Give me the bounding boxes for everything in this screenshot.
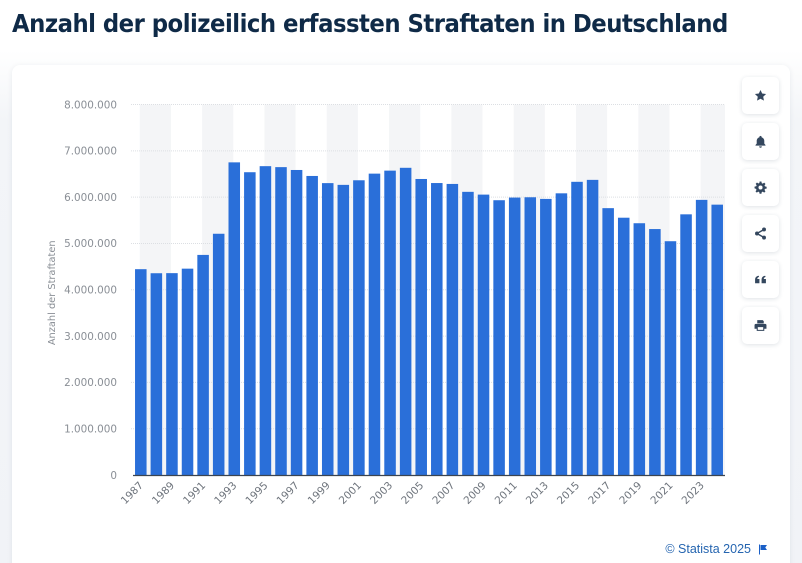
y-tick-label: 3.000.000 — [64, 331, 117, 343]
x-tick-label: 2015 — [555, 480, 582, 507]
bar-2002[interactable] — [368, 173, 381, 475]
bar-1999[interactable] — [321, 183, 334, 475]
flag-icon[interactable] — [758, 544, 768, 555]
x-tick-label: 1995 — [243, 480, 270, 507]
quote-icon — [755, 275, 766, 284]
bar-2015[interactable] — [571, 181, 583, 475]
bar-1992[interactable] — [212, 233, 225, 475]
x-tick-label: 2017 — [586, 480, 613, 507]
bar-2016[interactable] — [586, 179, 599, 475]
notification-button[interactable] — [742, 123, 779, 160]
bar-2006[interactable] — [431, 183, 443, 476]
bars — [135, 162, 723, 476]
bar-2020[interactable] — [649, 229, 661, 475]
bar-1996[interactable] — [275, 167, 287, 475]
bar-2023[interactable] — [695, 199, 708, 475]
page-title: Anzahl der polizeilich erfassten Strafta… — [12, 9, 728, 38]
bar-2019[interactable] — [633, 223, 646, 475]
bar-2000[interactable] — [337, 184, 350, 475]
x-tick-label: 1987 — [119, 480, 146, 507]
gear-icon — [754, 181, 767, 194]
y-tick-label: 4.000.000 — [64, 285, 117, 297]
y-tick-label: 5.000.000 — [64, 238, 117, 250]
bar-1997[interactable] — [290, 169, 303, 476]
share-icon — [755, 227, 766, 240]
print-icon — [754, 320, 767, 331]
y-tick-label: 6.000.000 — [64, 192, 117, 204]
bar-2022[interactable] — [680, 214, 692, 475]
bar-1993[interactable] — [228, 162, 241, 476]
x-tick-label: 2011 — [493, 480, 520, 507]
x-tick-label: 2003 — [368, 480, 395, 507]
bar-2005[interactable] — [415, 178, 427, 476]
y-tick-label: 0 — [110, 470, 117, 482]
bar-1998[interactable] — [306, 175, 318, 475]
copyright-link[interactable]: © Statista 2025 — [665, 542, 751, 556]
bar-2001[interactable] — [353, 180, 365, 475]
bar-1995[interactable] — [259, 166, 272, 475]
footer: © Statista 2025 — [665, 542, 768, 556]
bar-1991[interactable] — [197, 254, 209, 475]
y-tick-label: 2.000.000 — [64, 377, 117, 389]
share-button[interactable] — [742, 215, 779, 252]
bar-2013[interactable] — [540, 198, 552, 475]
cite-button[interactable] — [742, 261, 779, 298]
settings-button[interactable] — [742, 169, 779, 206]
x-tick-label: 1999 — [306, 480, 333, 507]
bar-2021[interactable] — [664, 241, 677, 475]
x-tick-label: 2013 — [524, 480, 551, 507]
x-tick-label: 2005 — [399, 480, 426, 507]
y-tick-label: 7.000.000 — [64, 146, 117, 158]
x-tick-label: 2021 — [648, 480, 675, 507]
bar-2024[interactable] — [711, 204, 723, 475]
y-tick-label: 8.000.000 — [64, 99, 117, 111]
bar-2009[interactable] — [477, 194, 490, 476]
x-tick-label: 2009 — [461, 480, 488, 507]
print-button[interactable] — [742, 307, 779, 344]
x-tick-label: 2007 — [430, 480, 457, 507]
bar-2018[interactable] — [617, 217, 630, 475]
bar-2011[interactable] — [508, 197, 521, 475]
bar-2003[interactable] — [384, 170, 396, 475]
star-icon — [754, 89, 767, 101]
y-tick-label: 1.000.000 — [64, 423, 117, 435]
favorite-button[interactable] — [742, 77, 779, 114]
bar-1990[interactable] — [181, 268, 194, 475]
bar-1988[interactable] — [150, 273, 163, 475]
bell-icon — [755, 135, 766, 148]
y-axis-title: Anzahl der Straftaten — [47, 240, 58, 345]
bar-2008[interactable] — [462, 191, 474, 475]
x-tick-label: 2001 — [337, 480, 364, 507]
y-axis-ticks: 0 1.000.000 2.000.000 3.000.000 4.000.000 5.0… — [64, 99, 117, 482]
bar-2012[interactable] — [524, 197, 537, 475]
x-tick-label: 1991 — [181, 480, 208, 507]
x-tick-label: 1989 — [150, 480, 177, 507]
bar-2007[interactable] — [446, 183, 459, 475]
bar-1987[interactable] — [135, 269, 147, 475]
x-axis-ticks: 1987 1989 1991 1993 1995 1997 1999 2001 2003 2005… — [119, 480, 707, 507]
x-tick-label: 2023 — [680, 480, 707, 507]
bar-1994[interactable] — [244, 172, 256, 475]
x-tick-label: 1997 — [275, 480, 302, 507]
bar-2014[interactable] — [555, 193, 568, 475]
bar-2010[interactable] — [493, 200, 505, 475]
bar-2004[interactable] — [399, 167, 412, 476]
x-tick-label: 2019 — [617, 480, 644, 507]
bar-1989[interactable] — [166, 273, 178, 475]
x-tick-label: 1993 — [212, 480, 239, 507]
bar-2017[interactable] — [602, 208, 614, 475]
